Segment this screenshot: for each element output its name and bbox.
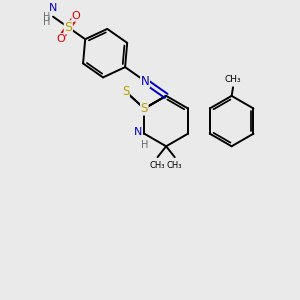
Text: N: N [49,3,57,13]
Text: H: H [141,140,148,150]
Text: H: H [43,17,50,27]
Text: CH₃: CH₃ [167,160,182,169]
Text: S: S [141,102,148,115]
Text: CH₃: CH₃ [150,160,165,169]
Text: H: H [43,12,50,22]
Text: CH₃: CH₃ [225,75,242,84]
Text: O: O [72,11,81,21]
Text: S: S [64,21,72,34]
Text: O: O [56,34,65,44]
Text: N: N [141,75,149,88]
Text: N: N [134,127,142,137]
Text: S: S [122,85,129,98]
